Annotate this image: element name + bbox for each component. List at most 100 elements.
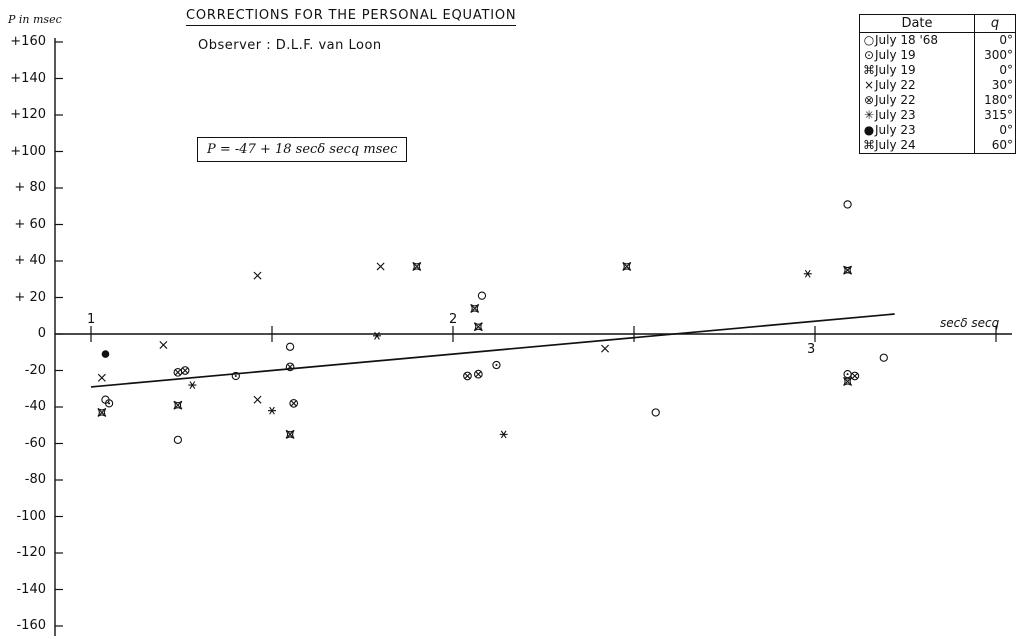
data-point-cross <box>601 344 610 353</box>
axes <box>54 38 1012 636</box>
y-tick-label: +140 <box>10 70 46 86</box>
marker-shape <box>180 366 190 375</box>
y-tick-label: -140 <box>16 581 46 597</box>
marker-shape <box>97 373 106 382</box>
marker-shape <box>289 399 299 408</box>
y-tick-label: +160 <box>10 34 46 49</box>
observer-label: Observer : D.L.F. van Loon <box>198 38 382 53</box>
data-point-x-circle <box>173 367 183 377</box>
legend-date: July 22 <box>875 78 916 92</box>
fit-line-group <box>90 313 895 388</box>
data-point-circle <box>843 200 852 209</box>
legend-date: July 24 <box>875 138 916 152</box>
data-point-star-box <box>285 429 295 439</box>
dot-circle-icon: ⊙ <box>863 48 875 62</box>
data-point-x-circle <box>463 371 472 381</box>
data-point-x-circle <box>473 369 483 379</box>
marker-cross <box>175 402 181 408</box>
marker-shape <box>412 262 422 271</box>
data-point-asterisk <box>268 406 276 415</box>
marker-shape <box>601 344 610 353</box>
marker-cross <box>414 263 420 270</box>
y-tick-label: -100 <box>16 508 46 524</box>
data-point-dot-circle <box>843 369 852 379</box>
legend-row: ×July 22 30° <box>859 78 1016 93</box>
legend-row: ⌘July 24 60° <box>859 138 1016 154</box>
marker-shape <box>159 340 168 349</box>
legend-q: 0° <box>974 32 1016 48</box>
data-point-star-box <box>843 265 853 275</box>
fit-line <box>90 313 895 388</box>
filled-circle-icon: ● <box>863 123 875 137</box>
marker-shape <box>173 400 183 410</box>
data-point-x-circle <box>180 366 190 375</box>
marker-cross <box>287 431 293 437</box>
legend-q: 315° <box>974 108 1016 123</box>
y-tick-label: + 40 <box>14 253 46 268</box>
marker-shape <box>372 331 381 340</box>
x-tick-label: 1 <box>87 312 96 327</box>
chart-title: CORRECTIONS FOR THE PERSONAL EQUATION <box>186 8 517 26</box>
marker-cross <box>844 378 851 385</box>
marker-shape <box>285 429 295 439</box>
legend-row: ○July 18 '68 0° <box>859 32 1016 48</box>
marker-cross <box>844 267 851 273</box>
marker-shape <box>499 430 508 439</box>
asterisk-icon: ✳ <box>863 108 875 122</box>
data-point-circle <box>651 408 660 417</box>
data-point-circle <box>173 435 183 445</box>
marker-dot <box>108 402 111 405</box>
legend-date-cell: ⌘July 24 <box>859 138 975 154</box>
data-point-dot-circle <box>231 371 240 381</box>
marker-shape <box>285 362 295 372</box>
legend-header-q: q <box>974 14 1016 33</box>
legend-row: ⌘July 19 0° <box>859 63 1016 78</box>
marker-shape <box>463 371 472 381</box>
marker-shape <box>843 265 853 275</box>
legend-date-cell: ✳July 23 <box>859 108 975 123</box>
data-point-cross <box>376 262 385 271</box>
data-point-dot-circle <box>492 360 501 370</box>
marker-cross <box>464 372 471 379</box>
x-tick-label: 2 <box>449 312 458 327</box>
marker-shape <box>188 381 197 390</box>
x-circle-icon: ⊗ <box>863 93 875 107</box>
y-tick-label: +100 <box>10 143 46 159</box>
marker-shape <box>843 200 852 209</box>
marker-shape <box>173 435 183 445</box>
marker-cross <box>624 263 630 270</box>
data-point-x-circle <box>289 399 299 408</box>
marker-shape <box>253 271 262 280</box>
y-tick-label: + 20 <box>14 289 46 305</box>
legend-date-cell: ●July 23 <box>859 123 975 138</box>
data-point-star-box <box>473 322 483 332</box>
data-point-cross <box>253 395 262 404</box>
data-point-filled-circle <box>101 350 110 358</box>
data-point-cross <box>97 373 106 382</box>
legend-table: Date q ○July 18 '68 0° ⊙July 19 300° ⌘July 1… <box>859 14 1016 154</box>
legend-q: 60° <box>974 138 1016 154</box>
marker-shape <box>253 395 262 404</box>
legend-row: ⊙July 19 300° <box>859 48 1016 63</box>
marker-shape <box>376 262 385 271</box>
marker-shape <box>803 269 812 278</box>
legend-date: July 19 <box>875 48 916 62</box>
data-point-star-box <box>412 262 422 271</box>
data-point-star-box <box>97 408 107 417</box>
data-point-cross <box>159 340 168 349</box>
y-tick-label: -20 <box>24 362 46 378</box>
x-tick-label: 3 <box>807 342 816 357</box>
legend-q: 0° <box>974 123 1016 138</box>
marker-shape <box>470 303 480 313</box>
legend-date: July 22 <box>875 93 916 107</box>
star-box-icon: ⌘ <box>863 63 875 77</box>
legend-q: 30° <box>974 78 1016 93</box>
y-tick-label: 0 <box>37 326 46 341</box>
y-tick-label: -160 <box>16 618 46 633</box>
y-tick-label: + 60 <box>14 216 46 232</box>
data-point-asterisk <box>188 381 197 390</box>
data-point-star-box <box>622 262 632 271</box>
marker-cross <box>475 324 481 330</box>
legend-row: ⊗July 22 180° <box>859 93 1016 108</box>
